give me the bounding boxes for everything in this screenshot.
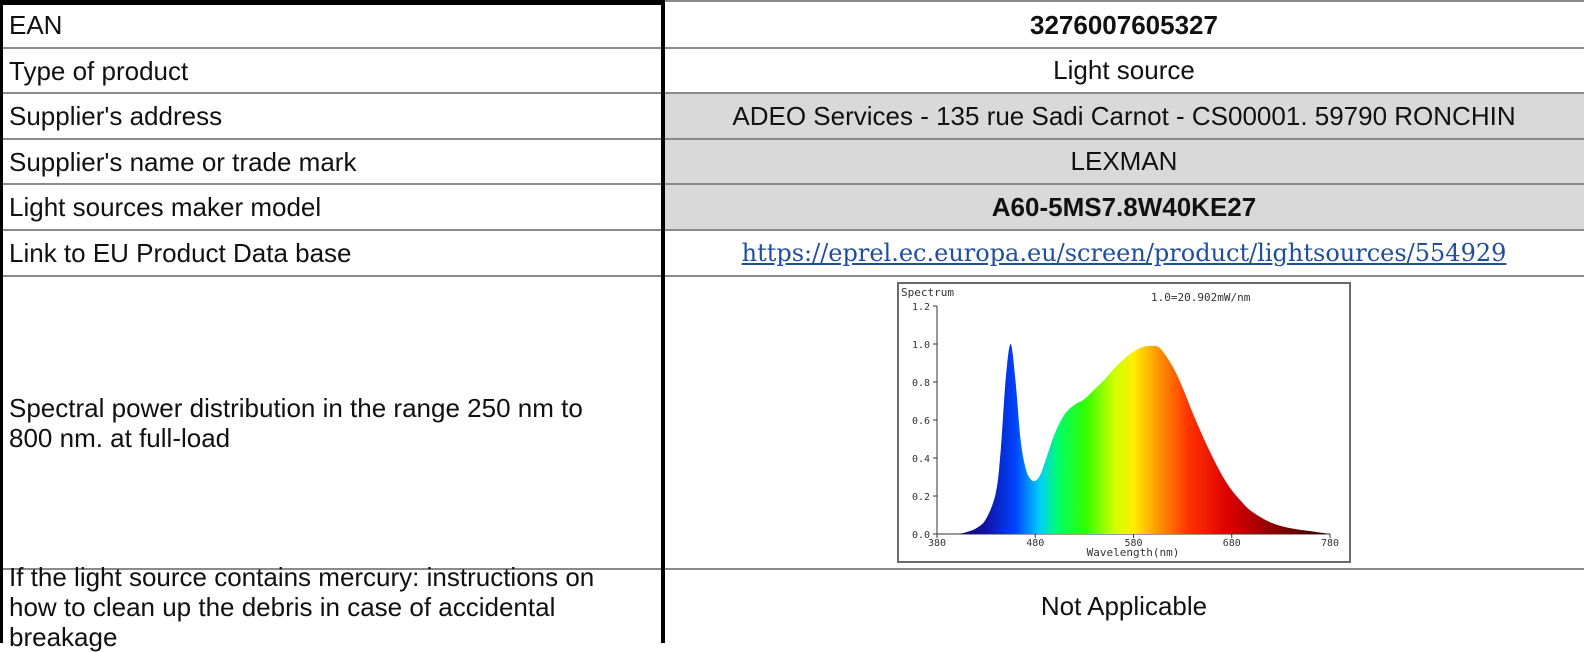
chart-title: Spectrum (901, 286, 954, 299)
column-divider (661, 0, 665, 643)
spectrum-label: Spectral power distribution in the range… (9, 392, 583, 453)
name-label: Supplier's name or trade mark (9, 146, 357, 177)
x-tick-label: 680 (1223, 538, 1241, 549)
mercury-label: If the light source contains mercury: in… (9, 562, 595, 652)
table-row-address: Supplier's address ADEO Services - 135 r… (0, 94, 1584, 140)
spectrum-area (937, 343, 1330, 534)
spectrum-chart: Spectrum 1.0=20.902mW/nm 0.0 0.2 0.4 0.6 0.8… (897, 282, 1351, 563)
ean-value: 3276007605327 (1030, 9, 1218, 40)
mercury-value: Not Applicable (1040, 591, 1208, 621)
top-border-left (0, 0, 665, 5)
spectrum-svg: Spectrum 1.0=20.902mW/nm 0.0 0.2 0.4 0.6 0.8… (901, 286, 1339, 559)
top-border-right (664, 0, 1584, 2)
table-row-mercury: If the light source contains mercury: in… (0, 562, 1584, 652)
x-tick-label: 380 (928, 538, 946, 549)
x-tick-label: 480 (1026, 538, 1044, 549)
eprel-link[interactable]: https://eprel.ec.europa.eu/screen/produc… (741, 239, 1507, 267)
y-tick-label: 0.2 (912, 492, 930, 503)
y-tick-label: 0.8 (912, 378, 930, 389)
y-tick-label: 0.0 (912, 530, 930, 541)
address-label: Supplier's address (9, 101, 223, 131)
chart-annotation: 1.0=20.902mW/nm (1151, 291, 1251, 304)
table-row-ean: EAN 3276007605327 (0, 0, 1584, 49)
table-row-type: Type of product Light source (0, 49, 1584, 94)
y-ticks: 0.0 0.2 0.4 0.6 0.8 1.0 1.2 (912, 302, 937, 541)
y-tick-label: 1.2 (912, 302, 930, 313)
y-tick-label: 1.0 (912, 340, 930, 351)
ean-label: EAN (9, 10, 63, 40)
y-tick-label: 0.6 (912, 416, 930, 427)
spectrum-cell: Spectrum 1.0=20.902mW/nm 0.0 0.2 0.4 0.6 0.8… (664, 277, 1584, 568)
table-row-name: Supplier's name or trade mark LEXMAN (0, 140, 1584, 185)
type-label: Type of product (9, 55, 189, 86)
table-row-model: Light sources maker model A60-5MS7.8W40K… (0, 185, 1584, 231)
link-label: Link to EU Product Data base (9, 238, 352, 268)
name-value: LEXMAN (664, 140, 1584, 183)
x-axis-label: Wavelength(nm) (1087, 546, 1180, 559)
table-row-link: Link to EU Product Data base https://epr… (0, 231, 1584, 277)
address-value: ADEO Services - 135 rue Sadi Carnot - CS… (664, 94, 1584, 138)
model-label: Light sources maker model (9, 192, 322, 222)
x-ticks: 380 480 580 680 780 (928, 534, 1339, 549)
y-tick-label: 0.4 (912, 454, 930, 465)
x-tick-label: 780 (1321, 538, 1339, 549)
x-tick-label: 580 (1124, 538, 1142, 549)
table-row-spectrum: Spectral power distribution in the range… (0, 277, 1584, 570)
model-value: A60-5MS7.8W40KE27 (664, 185, 1584, 229)
left-border (0, 0, 3, 643)
type-value: Light source (1053, 55, 1195, 85)
link-cell: https://eprel.ec.europa.eu/screen/produc… (664, 231, 1584, 275)
